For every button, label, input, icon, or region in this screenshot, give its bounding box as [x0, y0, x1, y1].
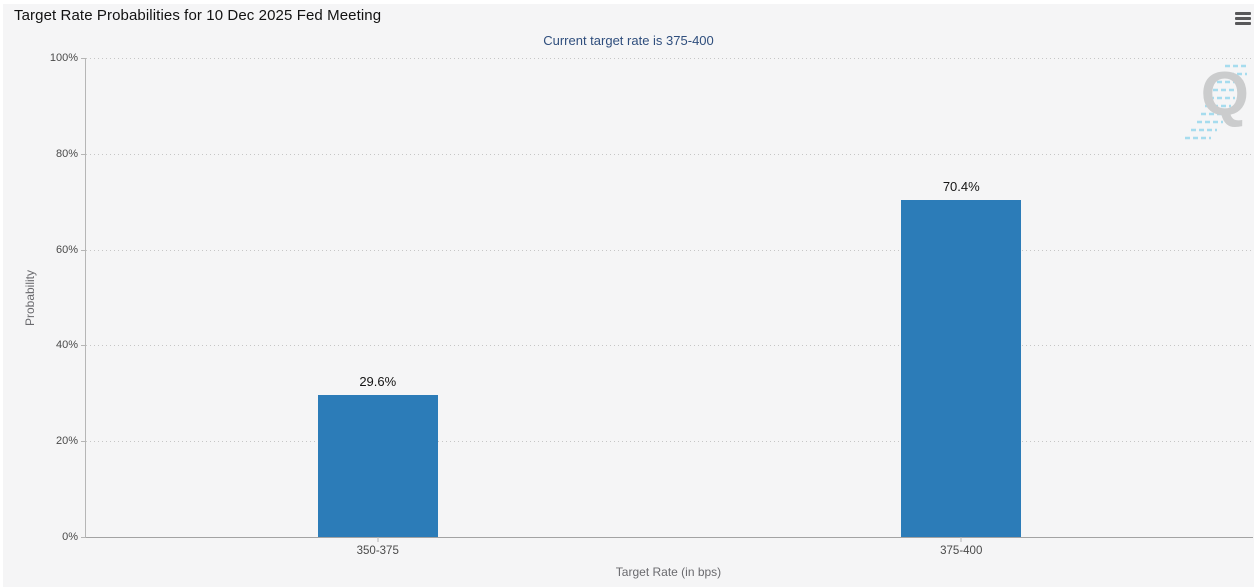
y-tick-mark	[81, 58, 86, 59]
hamburger-icon	[1235, 12, 1251, 15]
y-tick-label: 100%	[49, 52, 78, 64]
y-tick-label: 0%	[62, 531, 78, 543]
y-tick-mark	[81, 249, 86, 251]
hamburger-icon	[1235, 17, 1251, 20]
probability-bar[interactable]	[901, 199, 1022, 537]
y-tick-mark	[81, 153, 86, 155]
bar-value-label: 70.4%	[942, 178, 980, 194]
y-tick-mark	[81, 345, 86, 347]
y-tick-label: 40%	[55, 339, 78, 352]
probability-bar[interactable]	[317, 395, 438, 537]
gridline	[86, 58, 1253, 59]
watermark-q-letter: Q	[1200, 60, 1249, 129]
y-tick-label: 80%	[55, 147, 78, 160]
chart-title: Target Rate Probabilities for 10 Dec 202…	[14, 7, 382, 24]
gridline	[86, 153, 1253, 155]
window-edge-top	[0, 0, 1257, 4]
window-edge-left	[0, 0, 3, 587]
chart-subtitle: Current target rate is 375-400	[543, 33, 714, 48]
window-edge-right	[1254, 0, 1257, 587]
bar-value-label: 29.6%	[359, 374, 397, 390]
quikstrike-watermark-logo: Q	[1183, 60, 1249, 146]
gridline	[86, 441, 1253, 443]
watermark-hatch-lines	[1185, 64, 1249, 140]
x-tick-label: 350-375	[356, 545, 399, 557]
x-tick-mark	[960, 537, 962, 542]
gridline	[86, 345, 1253, 347]
x-tick-mark	[377, 537, 379, 542]
y-axis-title: Probability	[23, 269, 37, 327]
hamburger-icon	[1235, 22, 1251, 25]
y-tick-mark	[81, 441, 86, 443]
chart-menu-button[interactable]	[1235, 12, 1251, 25]
x-tick-label: 375-400	[940, 545, 983, 557]
gridline	[86, 249, 1253, 251]
plot-area: 0% 20% 40% 60% 80% 100% 29.6% 350-375 70.4% 375-4…	[50, 52, 1253, 557]
y-tick-label: 20%	[55, 435, 78, 448]
x-axis-title: Target Rate (in bps)	[615, 565, 722, 579]
y-tick-mark	[81, 537, 86, 538]
y-tick-label: 60%	[55, 243, 78, 256]
